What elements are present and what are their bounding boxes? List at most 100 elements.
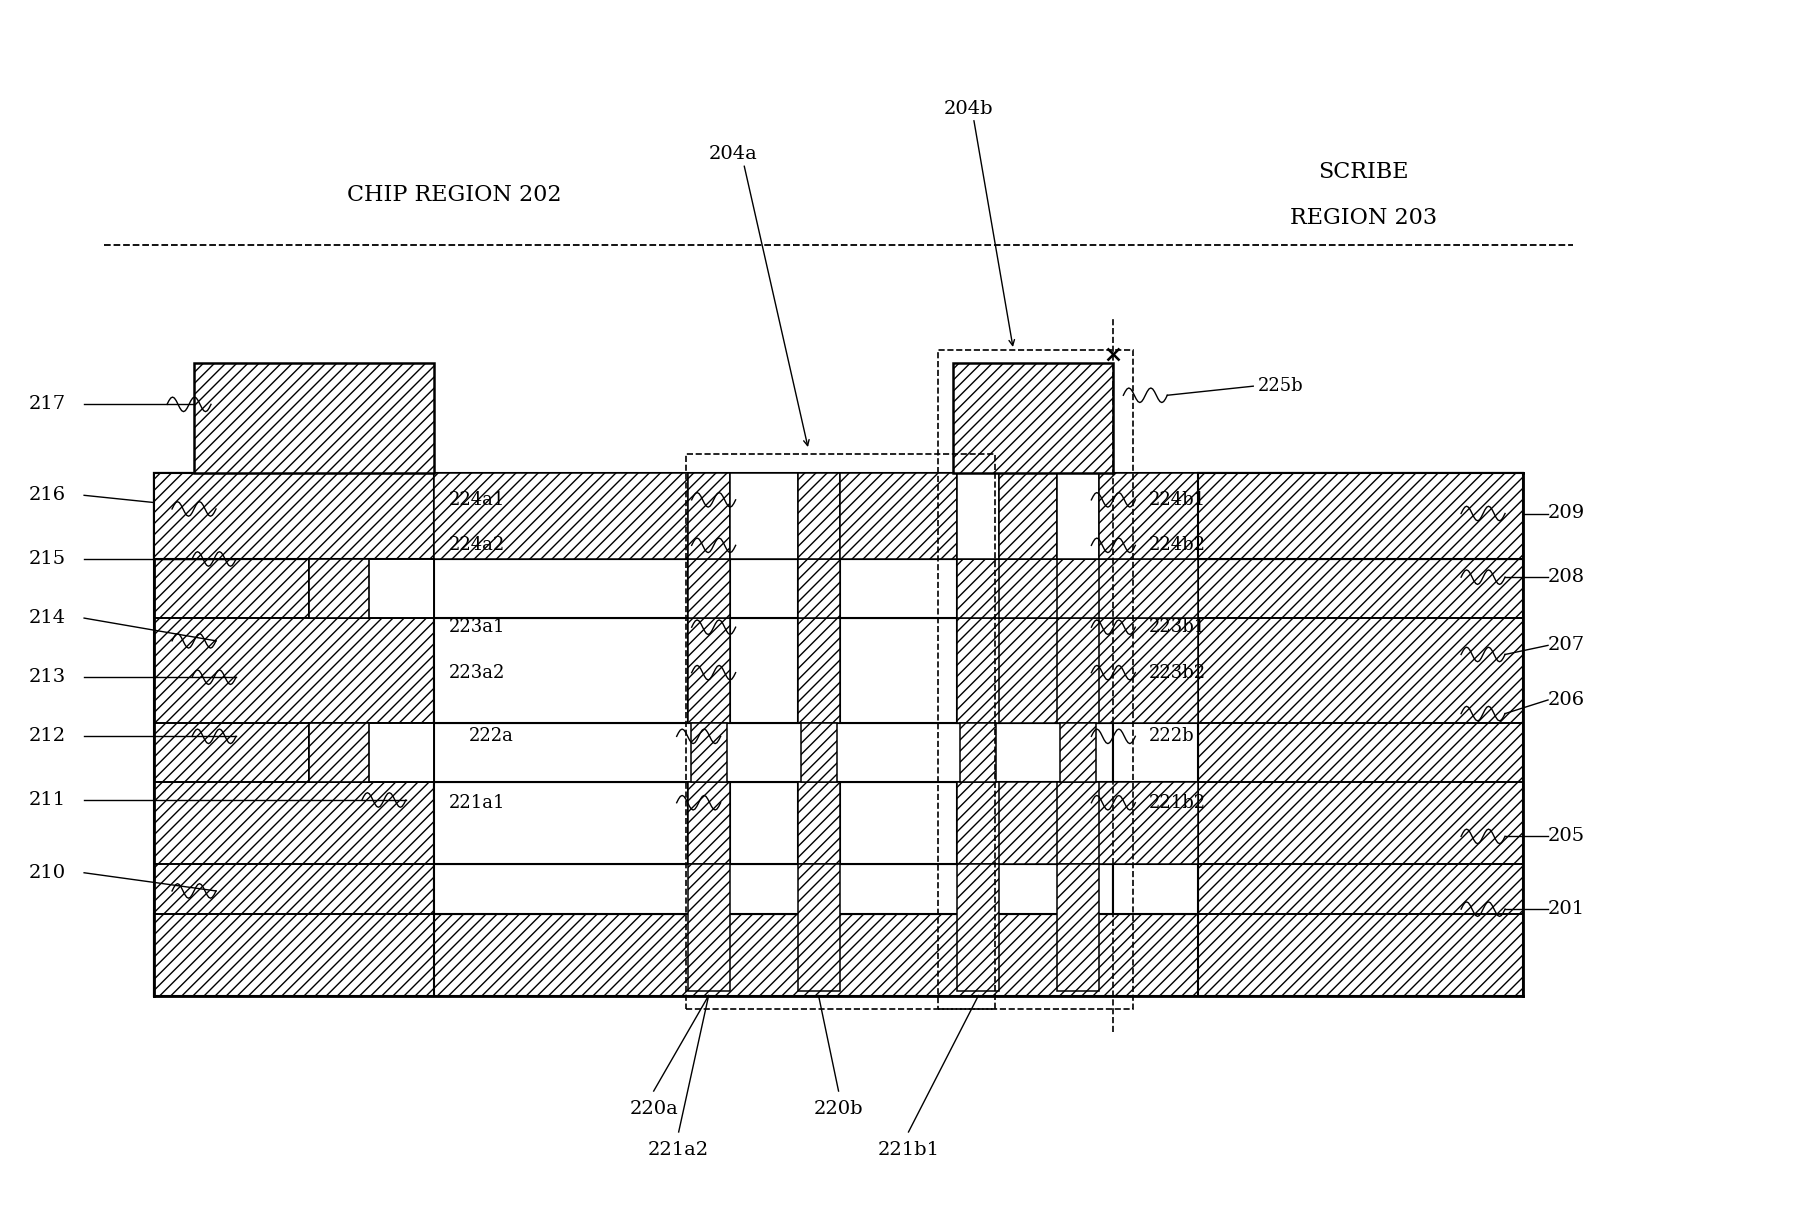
Bar (730, 782, 797, 864)
Bar (797, 618, 840, 722)
Text: 223a1: 223a1 (448, 619, 506, 636)
Bar (999, 473, 1057, 559)
Bar (1198, 473, 1523, 559)
Bar (958, 559, 999, 618)
Bar (840, 782, 1113, 864)
Bar (999, 559, 1057, 618)
Text: 224b2: 224b2 (1147, 536, 1205, 554)
Bar (434, 559, 688, 618)
Bar (309, 559, 434, 618)
Bar (958, 618, 999, 722)
Bar (309, 722, 369, 782)
Bar (1099, 559, 1198, 618)
Bar (1113, 722, 1198, 782)
Text: 201: 201 (1549, 900, 1585, 918)
Bar (154, 473, 1523, 559)
Bar (1057, 618, 1099, 722)
Bar (840, 559, 1113, 618)
Text: 204a: 204a (708, 145, 757, 163)
Text: 214: 214 (29, 609, 67, 627)
Text: 224a1: 224a1 (448, 491, 506, 509)
Bar (688, 864, 730, 991)
Bar (954, 363, 1113, 473)
Bar (958, 618, 1113, 722)
Text: 205: 205 (1549, 827, 1585, 845)
Bar (958, 782, 1113, 864)
Bar (434, 722, 1113, 782)
Bar (1113, 864, 1198, 914)
Bar (688, 618, 730, 722)
Text: 207: 207 (1549, 636, 1585, 654)
Text: 222a: 222a (468, 727, 513, 745)
Text: 213: 213 (29, 669, 67, 686)
Bar (688, 473, 730, 559)
Text: 215: 215 (29, 551, 67, 568)
Bar (309, 722, 434, 782)
Bar (434, 864, 1113, 914)
Bar (1099, 618, 1198, 722)
Text: REGION 203: REGION 203 (1290, 207, 1437, 229)
Bar (309, 559, 369, 618)
Bar (730, 559, 797, 618)
Bar (685, 454, 996, 1010)
Text: 224b1: 224b1 (1147, 491, 1205, 509)
Bar (688, 559, 730, 618)
Bar (1057, 473, 1099, 559)
Bar (1061, 722, 1097, 782)
Text: 204b: 204b (943, 100, 994, 118)
Bar (958, 473, 999, 559)
Bar (797, 559, 840, 618)
Text: 220a: 220a (629, 1100, 678, 1118)
Text: 222b: 222b (1147, 727, 1194, 745)
Bar (154, 914, 1523, 995)
Text: 211: 211 (29, 790, 67, 809)
Bar (154, 473, 434, 995)
Text: SCRIBE: SCRIBE (1317, 162, 1408, 184)
Bar (1099, 782, 1198, 864)
Bar (958, 782, 999, 864)
Bar (840, 618, 1113, 722)
Text: 224a2: 224a2 (448, 536, 506, 554)
Bar (958, 473, 1113, 559)
Bar (1057, 559, 1099, 618)
Bar (999, 618, 1057, 722)
Bar (797, 473, 840, 559)
Bar (797, 864, 840, 991)
Bar (690, 722, 726, 782)
Bar (938, 350, 1133, 1010)
Text: 221a1: 221a1 (448, 794, 506, 811)
Text: 223a2: 223a2 (448, 664, 506, 682)
Text: 208: 208 (1549, 568, 1585, 586)
Bar (193, 363, 434, 473)
Text: 217: 217 (29, 396, 67, 413)
Text: 220b: 220b (813, 1100, 864, 1118)
Text: 223b1: 223b1 (1147, 619, 1205, 636)
Text: 212: 212 (29, 727, 67, 745)
Bar (797, 782, 840, 864)
Bar (1198, 473, 1523, 995)
Bar (730, 618, 797, 722)
Bar (434, 618, 688, 722)
Text: 221b1: 221b1 (878, 1141, 940, 1160)
Text: CHIP REGION 202: CHIP REGION 202 (347, 184, 562, 206)
Bar (1057, 782, 1099, 864)
Bar (840, 473, 1113, 559)
Text: 210: 210 (29, 864, 67, 882)
Bar (1057, 864, 1099, 991)
Bar (961, 722, 996, 782)
Text: 209: 209 (1549, 504, 1585, 523)
Text: 216: 216 (29, 486, 67, 504)
Bar (434, 782, 688, 864)
Bar (958, 559, 1113, 618)
Bar (730, 473, 797, 559)
Bar (801, 722, 837, 782)
Bar (958, 864, 999, 991)
Bar (688, 782, 730, 864)
Bar (1099, 473, 1198, 559)
Bar (154, 473, 434, 559)
Text: 223b2: 223b2 (1147, 664, 1205, 682)
Text: 206: 206 (1549, 691, 1585, 709)
Text: 225b: 225b (1258, 378, 1305, 395)
Bar (999, 782, 1057, 864)
Text: 221a2: 221a2 (649, 1141, 708, 1160)
